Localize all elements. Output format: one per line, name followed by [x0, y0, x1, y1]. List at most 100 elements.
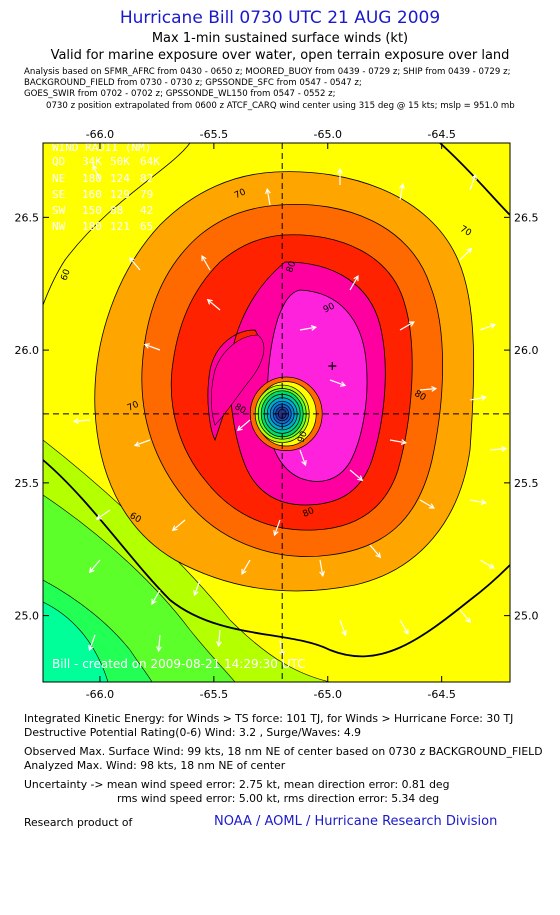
wind-arrow: [337, 167, 343, 185]
wind-arrow: [459, 247, 473, 261]
wind-arrow-shaft: [74, 419, 91, 422]
wind-arrow-head: [156, 646, 162, 653]
wind-arrow: [299, 449, 307, 467]
wind-arrow-shaft: [489, 448, 506, 451]
wind-arrow-head: [480, 499, 487, 505]
wind-arrow-shaft: [419, 499, 435, 509]
wind-arrow-head: [128, 256, 135, 263]
wind-arrow-shaft: [151, 589, 161, 605]
wind-arrow: [399, 321, 415, 331]
wind-arrow-shaft: [319, 559, 324, 576]
wind-arrow: [88, 634, 96, 652]
wind-arrow-shaft: [134, 439, 151, 447]
wind-radii-cell: SE: [52, 188, 65, 201]
wind-arrow-head: [273, 530, 279, 537]
wind-arrow-shaft: [201, 255, 211, 271]
wind-arrow-shaft: [479, 559, 495, 569]
contour-line-thick: [439, 143, 510, 216]
wind-arrow: [389, 439, 407, 445]
wind-arrow: [479, 559, 495, 569]
contour-label: 70: [233, 187, 248, 201]
contour-label: 70: [126, 400, 141, 414]
y-tick-label-left: 26.5: [15, 211, 40, 224]
chart-subtitle-2: Valid for marine exposure over water, op…: [50, 48, 510, 63]
wind-arrow-head: [471, 173, 477, 180]
wind-arrow-shaft: [241, 559, 251, 575]
wind-arrow-shaft: [369, 544, 381, 558]
wind-arrow-head: [133, 441, 140, 447]
wind-arrow-shaft: [459, 248, 472, 261]
wind-arrow: [419, 386, 438, 392]
contour-label: 90: [322, 301, 337, 315]
wind-arrow-shaft: [329, 379, 346, 387]
wind-arrow: [349, 469, 364, 482]
contour-line-thick: [43, 459, 510, 658]
wind-arrow-head: [501, 446, 508, 452]
hrd-link[interactable]: NOAA / AOML / Hurricane Research Divisio…: [214, 814, 498, 829]
wind-arrow-shaft: [218, 629, 221, 646]
wind-arrow: [133, 439, 151, 447]
wind-arrow: [95, 509, 111, 520]
wind-radii-header: 50K: [110, 155, 130, 168]
wind-radii-title: WIND RADII (NM): [52, 141, 151, 154]
wind-arrow-head: [357, 475, 364, 482]
wind-arrow-head: [490, 323, 497, 329]
wind-arrow-shaft: [266, 189, 271, 206]
wind-arrow: [156, 634, 162, 653]
wind-arrow-head: [337, 167, 343, 174]
wind-radii-cell: NE: [52, 172, 65, 185]
wind-arrow-shaft: [237, 419, 251, 431]
contour-label: 90: [296, 430, 309, 444]
wind-arrow-shaft: [399, 321, 415, 331]
wind-arrow: [241, 559, 251, 575]
wind-arrow-shaft: [193, 579, 201, 596]
wind-arrow: [479, 323, 497, 331]
wind-arrow-shaft: [89, 559, 101, 573]
wind-arrow-head: [265, 188, 271, 195]
uncertainty-rms-text: rms wind speed error: 5.00 kt, rms direc…: [117, 792, 440, 805]
wind-arrow: [92, 164, 101, 181]
wind-arrow: [216, 629, 222, 648]
wind-arrow-shaft: [273, 519, 281, 536]
wind-radii-cell: 124: [110, 172, 130, 185]
y-tick-label-left: 26.0: [15, 344, 40, 357]
contour-label: 80: [285, 260, 298, 274]
wind-arrow: [206, 298, 221, 311]
max-wind-marker: [328, 362, 337, 371]
contour-label: 60: [60, 268, 73, 282]
analysis-line-1: Analysis based on SFMR_AFRC from 0430 - …: [24, 67, 511, 77]
chart-title: Hurricane Bill 0730 UTC 21 AUG 2009: [119, 8, 441, 28]
wind-arrow: [299, 325, 317, 331]
y-tick-label-right: 26.5: [514, 211, 539, 224]
uncertainty-text: Uncertainty -> mean wind speed error: 2.…: [24, 778, 450, 791]
wind-arrow-head: [428, 503, 435, 509]
wind-arrow-head: [193, 590, 199, 597]
wind-arrow-shaft: [399, 184, 404, 201]
wind-arrow-head: [143, 343, 150, 349]
wind-arrow-head: [216, 641, 222, 648]
x-tick-label-bottom: -66.0: [86, 688, 114, 701]
analyzed-wind-text: Analyzed Max. Wind: 98 kts, 18 nm NE of …: [24, 759, 286, 772]
wind-radii-cell: 160: [82, 188, 102, 201]
wind-arrow-head: [431, 386, 438, 392]
wind-arrow-shaft: [299, 449, 307, 466]
wind-radii-cell: 129: [110, 188, 130, 201]
wind-arrow: [459, 609, 472, 624]
observed-wind-text: Observed Max. Surface Wind: 99 kts, 18 n…: [24, 745, 543, 758]
wind-arrow: [319, 559, 325, 577]
chart-axes: -66.0 -66.0 -65.5 -65.5 -65.0 -65.0 -64.5 -64.5…: [15, 128, 539, 701]
wind-arrow-shaft: [144, 343, 161, 351]
wind-arrow-shaft: [469, 499, 486, 504]
wind-radii-cell: NW: [52, 220, 66, 233]
x-tick-label-top: -64.5: [427, 128, 455, 141]
x-tick-label-bottom: -65.5: [200, 688, 228, 701]
wind-arrow-shaft: [419, 388, 436, 391]
wind-arrow: [419, 499, 435, 509]
contour-label: 80: [301, 506, 316, 520]
wind-arrow: [469, 499, 487, 505]
analysis-line-2: BACKGROUND_FIELD from 0730 - 0730 z; GPS…: [24, 78, 362, 88]
wind-arrow-head: [201, 255, 207, 262]
wind-arrow-shaft: [459, 609, 471, 623]
